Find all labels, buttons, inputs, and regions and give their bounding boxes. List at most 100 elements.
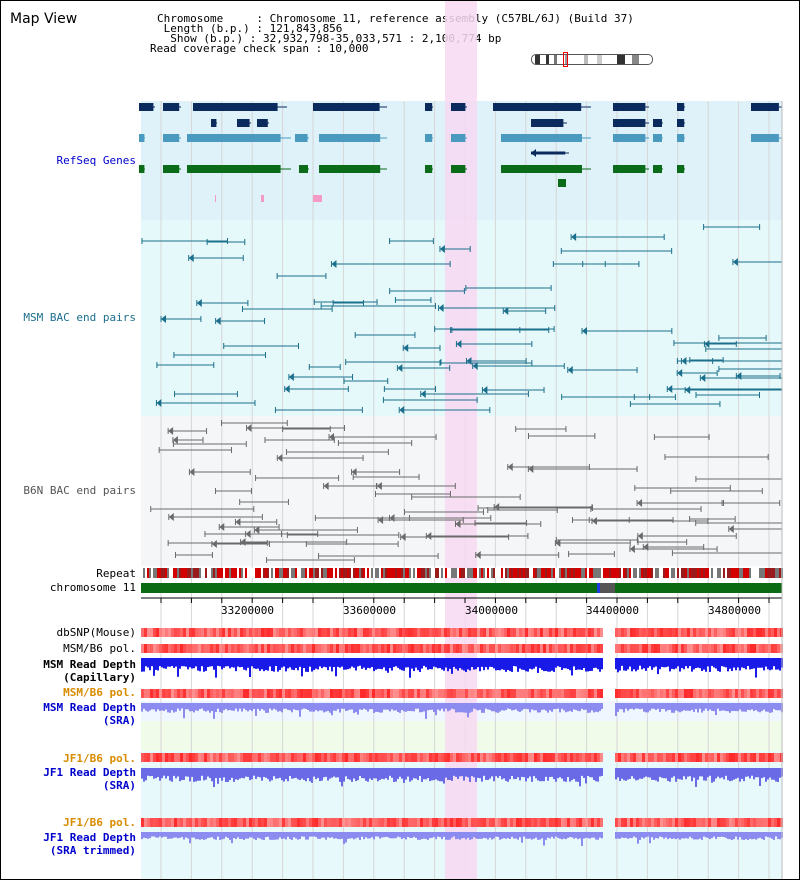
depth-bar [633,768,635,779]
heat-cell [324,644,327,653]
heat-cell [540,628,543,637]
heat-cell [486,644,489,653]
depth-bar [345,768,347,777]
chromosome-ideogram[interactable] [531,54,653,65]
depth-bar [173,703,175,713]
track-label-msm-read-depth-sra[interactable]: MSM Read Depth [43,701,136,714]
repeat-segment [563,568,565,578]
depth-bar [649,658,651,667]
track-label-msm-bac[interactable]: MSM BAC end pairs [23,311,136,324]
heat-cell [657,644,660,653]
heat-cell [483,689,486,698]
depth-bar [373,768,375,779]
heat-cell [474,644,477,653]
depth-bar [629,832,631,839]
heat-cell [207,628,210,637]
depth-bar [153,832,155,837]
heat-cell [732,644,735,653]
depth-bar [367,768,369,782]
heat-cell [588,818,591,827]
heat-cell [405,753,408,762]
depth-bar [511,658,513,672]
heat-cell [291,818,294,827]
heat-cell [540,818,543,827]
depth-bar [309,768,311,782]
heat-cell [150,818,153,827]
track-label-dbsnp[interactable]: dbSNP(Mouse) [56,626,136,639]
depth-bar [327,658,329,671]
depth-bar [523,658,525,670]
depth-bar [275,703,277,710]
depth-bar [767,832,769,838]
repeat-segment [227,568,229,578]
gene-arrow [425,134,430,142]
repeat-segment [325,568,327,578]
depth-bar [301,768,303,779]
track-label-msm-b6-pol-1[interactable]: MSM/B6 pol. [63,642,136,655]
repeat-segment [609,568,611,578]
track-label-refseq-genes[interactable]: RefSeq Genes [56,154,136,167]
track-label-jf1-b6-pol-2[interactable]: JF1/B6 pol. [63,816,136,829]
track-label-chromosome[interactable]: chromosome 11 [49,581,136,594]
depth-bar [311,658,313,672]
track-label-jf1-read-depth-sra[interactable]: JF1 Read Depth [43,766,136,779]
depth-bar [709,703,711,710]
gene-arrow [193,103,198,111]
depth-bar [753,832,755,839]
depth-bar [551,658,553,671]
heat-cell [747,753,750,762]
heat-cell [480,689,483,698]
depth-bar [763,768,765,778]
length-info-line: Length (b.p.) : 121,843,856 [157,22,343,35]
repeat-segment [581,568,583,578]
depth-bar [683,768,685,777]
heat-cell [513,818,516,827]
heat-cell [636,628,639,637]
bac-arrow [571,233,577,241]
heat-cell [543,689,546,698]
heat-cell [630,753,633,762]
depth-bar [683,832,685,839]
depth-bar [493,703,495,712]
heat-cell [756,644,759,653]
depth-bar [565,832,567,840]
depth-bar [297,658,299,671]
depth-bar [529,832,531,839]
gene-arrow [501,165,506,173]
depth-bar [421,832,423,840]
heat-cell [759,644,762,653]
heat-cell [387,644,390,653]
depth-bar [397,703,399,713]
repeat-segment [621,568,623,578]
repeat-segment [647,568,649,578]
coverage-span-info-line: Read coverage check span : 10,000 [150,42,369,55]
track-label-repeat[interactable]: Repeat [96,567,136,580]
track-label-jf1-read-depth-trim[interactable]: JF1 Read Depth [43,831,136,844]
depth-bar [461,832,463,839]
depth-bar [169,832,171,839]
depth-bar [527,658,529,672]
depth-bar [729,768,731,782]
heat-cell [510,818,513,827]
repeat-segment [475,568,477,578]
depth-bar [779,703,781,711]
depth-bar [537,832,539,840]
depth-bar [193,768,195,782]
repeat-segment [221,568,223,578]
track-label-jf1-b6-pol-1[interactable]: JF1/B6 pol. [63,752,136,765]
depth-bar [743,832,745,840]
heat-cell [777,818,780,827]
depth-bar [397,658,399,668]
repeat-segment [333,568,335,578]
heat-cell [168,818,171,827]
heat-cell [708,628,711,637]
heat-cell [627,689,630,698]
track-label-b6n-bac[interactable]: B6N BAC end pairs [23,484,136,497]
depth-bar [265,832,267,838]
depth-bar [263,658,265,672]
track-label-msm-read-depth-cap[interactable]: MSM Read Depth [43,658,136,671]
depth-bar [341,658,343,667]
track-label-msm-b6-pol-2[interactable]: MSM/B6 pol. [63,686,136,699]
heat-cell [240,644,243,653]
